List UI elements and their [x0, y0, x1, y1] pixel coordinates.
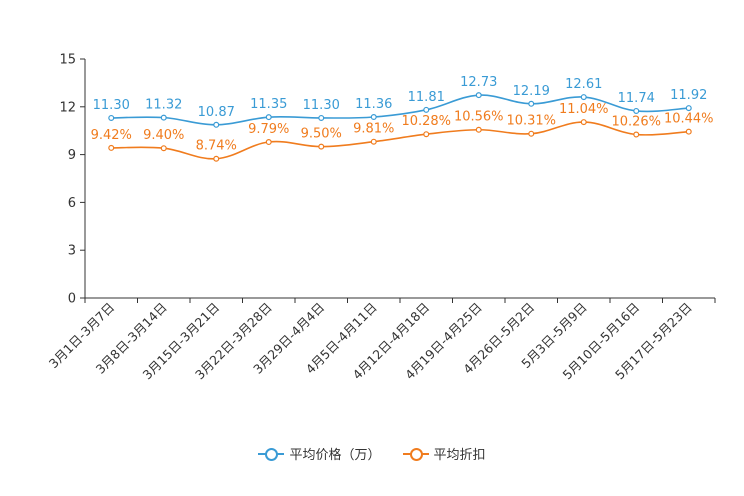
- data-point[interactable]: [633, 131, 640, 138]
- data-label: 11.30: [93, 98, 130, 113]
- data-label: 11.30: [303, 98, 340, 113]
- data-point[interactable]: [370, 113, 377, 120]
- data-point[interactable]: [528, 130, 535, 137]
- data-point[interactable]: [685, 128, 692, 135]
- series-line-0: [111, 94, 689, 126]
- data-label: 10.87: [198, 105, 235, 120]
- data-point[interactable]: [265, 139, 272, 146]
- data-label: 10.31%: [506, 114, 556, 129]
- data-label: 9.42%: [91, 128, 132, 143]
- data-point[interactable]: [633, 107, 640, 114]
- y-tick-label: 9: [68, 148, 76, 163]
- data-point[interactable]: [475, 126, 482, 133]
- data-point[interactable]: [108, 114, 115, 121]
- data-label: 8.74%: [196, 139, 237, 154]
- data-label: 11.35: [250, 97, 287, 112]
- data-point[interactable]: [160, 114, 167, 121]
- data-label: 12.19: [513, 84, 550, 99]
- legend-label-discount: 平均折扣: [433, 448, 486, 463]
- data-label: 11.32: [145, 98, 182, 113]
- data-label: 12.61: [565, 77, 602, 92]
- data-point[interactable]: [423, 131, 430, 138]
- legend-label-price: 平均价格（万）: [289, 448, 381, 463]
- data-label: 9.79%: [248, 122, 289, 137]
- data-point[interactable]: [160, 145, 167, 152]
- data-point[interactable]: [685, 105, 692, 112]
- data-label: 11.92: [670, 88, 707, 103]
- data-point[interactable]: [213, 155, 220, 162]
- data-label: 11.74: [618, 91, 655, 106]
- data-label: 11.81: [408, 90, 445, 105]
- data-point[interactable]: [370, 138, 377, 145]
- legend-item-discount[interactable]: 平均折扣: [402, 444, 486, 463]
- data-point[interactable]: [423, 106, 430, 113]
- data-point[interactable]: [213, 121, 220, 128]
- y-tick-label: 0: [68, 292, 76, 307]
- data-label: 9.50%: [301, 127, 342, 142]
- data-label: 12.73: [460, 75, 497, 90]
- data-label: 10.26%: [611, 115, 661, 130]
- y-tick-label: 12: [59, 100, 76, 115]
- data-point[interactable]: [528, 100, 535, 107]
- data-point[interactable]: [580, 119, 587, 126]
- data-point[interactable]: [580, 94, 587, 101]
- legend: 平均价格（万） 平均折扣: [0, 444, 744, 463]
- data-label: 11.04%: [559, 102, 609, 117]
- y-tick-label: 3: [68, 244, 76, 259]
- data-label: 9.81%: [353, 122, 394, 137]
- data-label: 10.44%: [664, 112, 714, 127]
- legend-item-price[interactable]: 平均价格（万）: [258, 444, 381, 463]
- data-point[interactable]: [108, 144, 115, 151]
- data-label: 9.40%: [143, 128, 184, 143]
- y-tick-label: 6: [68, 196, 76, 211]
- data-point[interactable]: [318, 143, 325, 150]
- data-point[interactable]: [475, 92, 482, 99]
- data-point[interactable]: [265, 114, 272, 121]
- series-line-1: [111, 121, 689, 160]
- data-label: 10.28%: [401, 114, 451, 129]
- data-point[interactable]: [318, 114, 325, 121]
- legend-swatch-discount: [402, 447, 429, 461]
- line-chart: 036912153月1日-3月7日3月8日-3月14日3月15日-3月21日3月…: [46, 53, 716, 382]
- data-label: 11.36: [355, 97, 392, 112]
- legend-swatch-price: [258, 447, 285, 461]
- y-tick-label: 15: [59, 53, 76, 68]
- data-label: 10.56%: [454, 110, 504, 125]
